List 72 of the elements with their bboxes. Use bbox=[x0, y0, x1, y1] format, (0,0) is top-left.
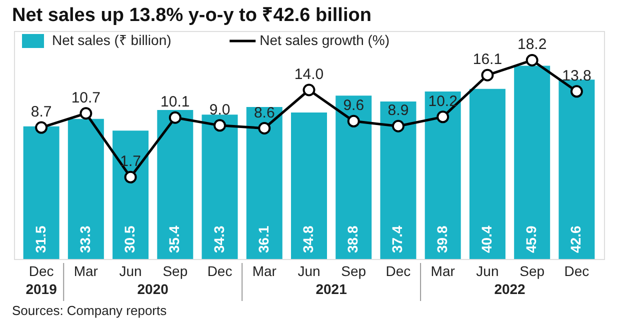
chart-title: Net sales up 13.8% y-o-y to ₹42.6 billion bbox=[12, 5, 372, 26]
data-label: 39.8 bbox=[434, 226, 450, 253]
x-tick-label: Sep bbox=[162, 263, 188, 279]
data-label: 16.1 bbox=[472, 51, 502, 68]
point bbox=[302, 84, 316, 96]
data-label: 42.6 bbox=[568, 226, 584, 253]
bar bbox=[68, 118, 104, 259]
x-tick-label: Jun bbox=[476, 263, 499, 279]
x-tick-label: Jun bbox=[119, 263, 142, 279]
x-tick-label: Dec bbox=[28, 263, 54, 279]
x-tick-label: Mar bbox=[74, 263, 98, 279]
bar bbox=[291, 112, 327, 259]
data-label: 9.0 bbox=[209, 101, 230, 118]
data-label: 10.1 bbox=[160, 94, 190, 111]
legend-label: Net sales (₹ billion) bbox=[52, 32, 172, 48]
data-label: 8.6 bbox=[254, 104, 275, 122]
point bbox=[124, 170, 137, 184]
data-label: 9.6 bbox=[343, 97, 364, 114]
x-tick-label: Sep bbox=[341, 263, 366, 279]
data-label: 31.5 bbox=[32, 226, 48, 253]
text: 2019 bbox=[26, 281, 58, 297]
text: 2022 bbox=[494, 281, 526, 297]
data-label: 34.8 bbox=[300, 226, 316, 253]
data-label: 38.8 bbox=[344, 226, 361, 253]
source-note: Sources: Company reports bbox=[12, 303, 168, 318]
bar bbox=[112, 130, 149, 259]
text: 2021 bbox=[316, 281, 348, 297]
bar bbox=[424, 91, 461, 259]
bar bbox=[23, 126, 60, 259]
data-label: 35.4 bbox=[166, 226, 182, 253]
data-label: 10.2 bbox=[428, 92, 458, 110]
legend-label: Net sales growth (%) bbox=[260, 32, 390, 48]
point bbox=[570, 85, 583, 98]
bar bbox=[202, 114, 238, 259]
x-tick-label: Jun bbox=[298, 263, 320, 279]
bar bbox=[336, 96, 372, 259]
data-label: 34.3 bbox=[210, 226, 227, 253]
data-label: 18.2 bbox=[517, 36, 547, 54]
data-label: 45.9 bbox=[523, 226, 540, 253]
bar bbox=[469, 88, 506, 259]
bar bbox=[157, 110, 194, 259]
bar bbox=[558, 80, 595, 259]
point bbox=[436, 110, 450, 124]
data-label: 1.7 bbox=[120, 153, 141, 170]
data-label: 37.4 bbox=[389, 226, 406, 253]
x-tick-label: Dec bbox=[564, 263, 590, 279]
x-tick-label: Dec bbox=[386, 263, 411, 279]
point bbox=[526, 54, 538, 66]
data-label: 36.1 bbox=[255, 226, 272, 253]
text: 2020 bbox=[137, 281, 169, 297]
point bbox=[35, 121, 48, 134]
point bbox=[481, 68, 494, 82]
bar bbox=[380, 102, 416, 259]
bar bbox=[514, 66, 550, 259]
data-label: 40.4 bbox=[478, 226, 494, 253]
data-label: 10.7 bbox=[71, 89, 101, 106]
data-label: 33.3 bbox=[76, 226, 93, 253]
x-tick-label: Mar bbox=[430, 263, 456, 279]
data-label: 14.0 bbox=[294, 66, 324, 83]
x-tick-label: Dec bbox=[207, 263, 232, 279]
x-tick-label: Mar bbox=[252, 263, 277, 279]
point bbox=[168, 111, 182, 124]
x-tick-label: Sep bbox=[520, 263, 545, 279]
data-label: 8.9 bbox=[388, 102, 409, 120]
point bbox=[392, 120, 404, 132]
data-label: 8.7 bbox=[30, 104, 52, 121]
point bbox=[214, 119, 226, 132]
bar bbox=[246, 107, 282, 259]
point bbox=[80, 107, 92, 120]
point bbox=[258, 122, 271, 134]
data-label: 30.5 bbox=[122, 226, 138, 253]
point bbox=[347, 114, 360, 128]
